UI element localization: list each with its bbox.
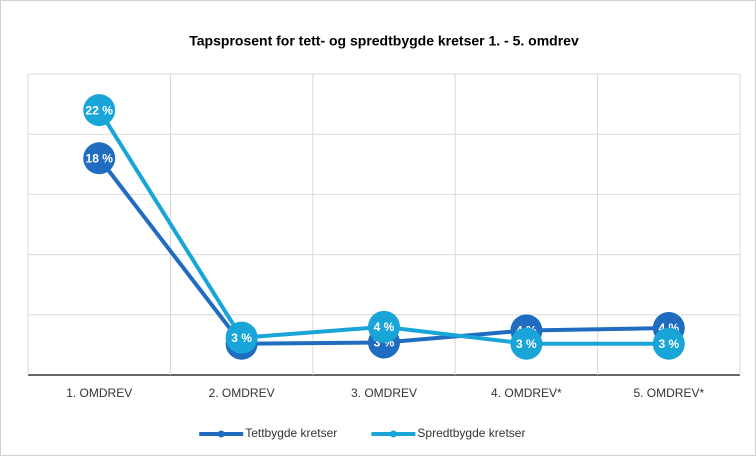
data-point	[225, 321, 258, 354]
data-label: 4 %	[374, 320, 395, 334]
x-tick-label: 5. OMDREV*	[633, 386, 704, 400]
data-label: 3 %	[516, 337, 537, 351]
x-tick-label: 3. OMDREV	[351, 386, 417, 400]
data-point	[652, 327, 685, 360]
x-tick-label: 2. OMDREV	[209, 386, 275, 400]
data-label: 18 %	[86, 151, 114, 165]
data-label: 3 %	[231, 331, 252, 345]
data-point	[83, 142, 116, 175]
legend-marker	[217, 430, 225, 438]
x-tick-label: 4. OMDREV*	[491, 386, 562, 400]
data-point	[368, 310, 400, 343]
chart-title: Tapsprosent for tett- og spredtbygde kre…	[189, 33, 579, 49]
x-tick-label: 1. OMDREV	[66, 386, 132, 400]
data-point	[510, 327, 543, 360]
data-point	[83, 94, 116, 127]
data-label: 22 %	[86, 103, 114, 117]
legend-marker	[389, 430, 397, 438]
data-label: 3 %	[658, 337, 679, 351]
legend-label: Spredtbygde kretser	[417, 426, 525, 440]
legend-label: Tettbygde kretser	[245, 426, 337, 440]
